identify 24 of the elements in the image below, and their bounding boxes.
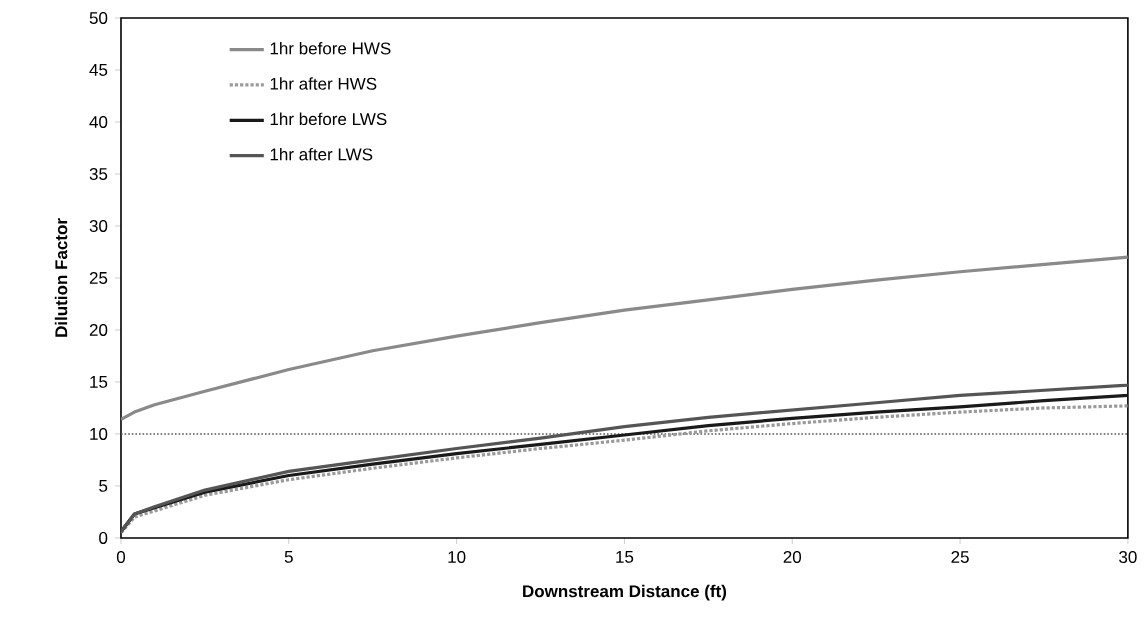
y-tick-label: 10 — [90, 427, 108, 440]
y-tick-label: 45 — [89, 64, 108, 76]
legend-label: 1hr before LWS — [270, 112, 387, 126]
y-tick-label: 40 — [89, 116, 108, 129]
x-tick-label: 30 — [1119, 551, 1137, 564]
y-tick-label: 0 — [99, 531, 108, 544]
y-tick-label: 30 — [89, 219, 108, 233]
x-tick-label: 20 — [783, 551, 802, 564]
legend-label: 1hr before HWS — [270, 42, 391, 55]
x-tick-label: 10 — [448, 551, 466, 564]
legend-label: 1hr after LWS — [270, 147, 373, 161]
x-tick-label: 25 — [951, 551, 969, 564]
x-tick-label: 0 — [116, 551, 126, 564]
y-tick-label: 35 — [89, 168, 108, 181]
y-tick-label: 50 — [89, 12, 108, 25]
x-axis-title: Downstream Distance (ft) — [523, 584, 727, 601]
legend-label: 1hr after HWS — [270, 77, 377, 90]
y-tick-label: 25 — [89, 271, 108, 284]
y-tick-label: 5 — [99, 480, 108, 492]
x-tick-label: 5 — [284, 551, 293, 563]
y-tick-label: 15 — [90, 376, 108, 388]
y-tick-label: 20 — [89, 323, 108, 336]
x-tick-label: 15 — [616, 551, 634, 563]
y-axis-title: Dilution Factor — [54, 218, 68, 337]
